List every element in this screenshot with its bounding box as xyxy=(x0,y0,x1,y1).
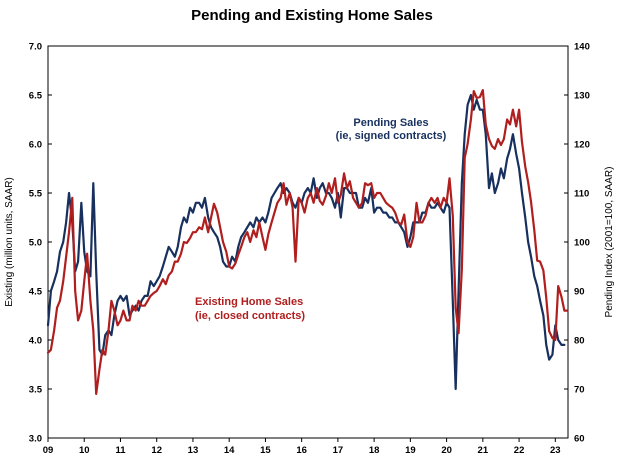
right-axis-label: Pending Index (2001=100, SAAR) xyxy=(604,167,615,318)
left-axis-label: Existing (million units, SAAR) xyxy=(4,177,15,306)
x-axis-tick-label: 11 xyxy=(115,445,126,456)
x-axis-tick-label: 23 xyxy=(550,445,561,456)
x-axis-tick-label: 12 xyxy=(151,445,162,456)
series-layer xyxy=(46,89,569,395)
pending-sales-annotation-line1: Pending Sales xyxy=(353,117,428,129)
right-axis-tick-label: 90 xyxy=(574,287,585,298)
x-axis-tick-label: 09 xyxy=(43,445,54,456)
right-axis-tick-label: 130 xyxy=(574,91,590,102)
right-axis-tick-label: 110 xyxy=(574,189,589,200)
chart-title: Pending and Existing Home Sales xyxy=(191,7,433,24)
x-axis-tick-label: 10 xyxy=(79,445,90,456)
existing-home-sales-line xyxy=(46,89,569,395)
right-axis-ticks: 60 70 80 90 100 110 120 130 140 xyxy=(564,42,590,445)
x-axis-tick-label: 20 xyxy=(441,445,452,456)
x-axis-tick-label: 16 xyxy=(296,445,307,456)
right-axis-tick-label: 60 xyxy=(574,434,585,445)
right-axis-tick-label: 80 xyxy=(574,336,585,347)
x-axis-tick-label: 14 xyxy=(224,445,235,456)
x-axis-tick-label: 17 xyxy=(333,445,344,456)
x-axis-tick-label: 21 xyxy=(478,445,489,456)
left-axis-ticks: 3.0 3.5 4.0 4.5 5.0 5.5 6.0 6.5 7.0 xyxy=(29,42,52,445)
plot-area xyxy=(47,45,569,439)
existing-sales-annotation-line1: Existing Home Sales xyxy=(195,296,303,308)
plot-border xyxy=(47,45,569,439)
right-axis-tick-label: 100 xyxy=(574,238,590,249)
left-axis-tick-label: 3.5 xyxy=(29,385,43,396)
right-axis-tick-label: 120 xyxy=(574,140,590,151)
x-axis-tick-label: 18 xyxy=(369,445,380,456)
left-axis-tick-label: 5.0 xyxy=(29,238,42,249)
x-axis-tick-label: 22 xyxy=(514,445,525,456)
right-axis-tick-label: 140 xyxy=(574,42,590,53)
left-axis-tick-label: 4.0 xyxy=(29,336,42,347)
x-axis-ticks: 09 10 11 12 13 14 15 16 17 18 19 20 21 22 23 xyxy=(43,438,561,456)
left-axis-tick-label: 3.0 xyxy=(29,434,42,445)
x-axis-tick-label: 15 xyxy=(260,445,271,456)
left-axis-tick-label: 5.5 xyxy=(29,189,43,200)
x-axis-tick-label: 19 xyxy=(405,445,416,456)
left-axis-tick-label: 6.5 xyxy=(29,91,43,102)
pending-sales-annotation-line2: (ie, signed contracts) xyxy=(336,130,447,142)
left-axis-tick-label: 7.0 xyxy=(29,42,42,53)
existing-sales-annotation-line2: (ie, closed contracts) xyxy=(195,310,305,322)
left-axis-tick-label: 6.0 xyxy=(29,140,42,151)
x-axis-tick-label: 13 xyxy=(188,445,199,456)
left-axis-tick-label: 4.5 xyxy=(29,287,43,298)
right-axis-tick-label: 70 xyxy=(574,385,585,396)
